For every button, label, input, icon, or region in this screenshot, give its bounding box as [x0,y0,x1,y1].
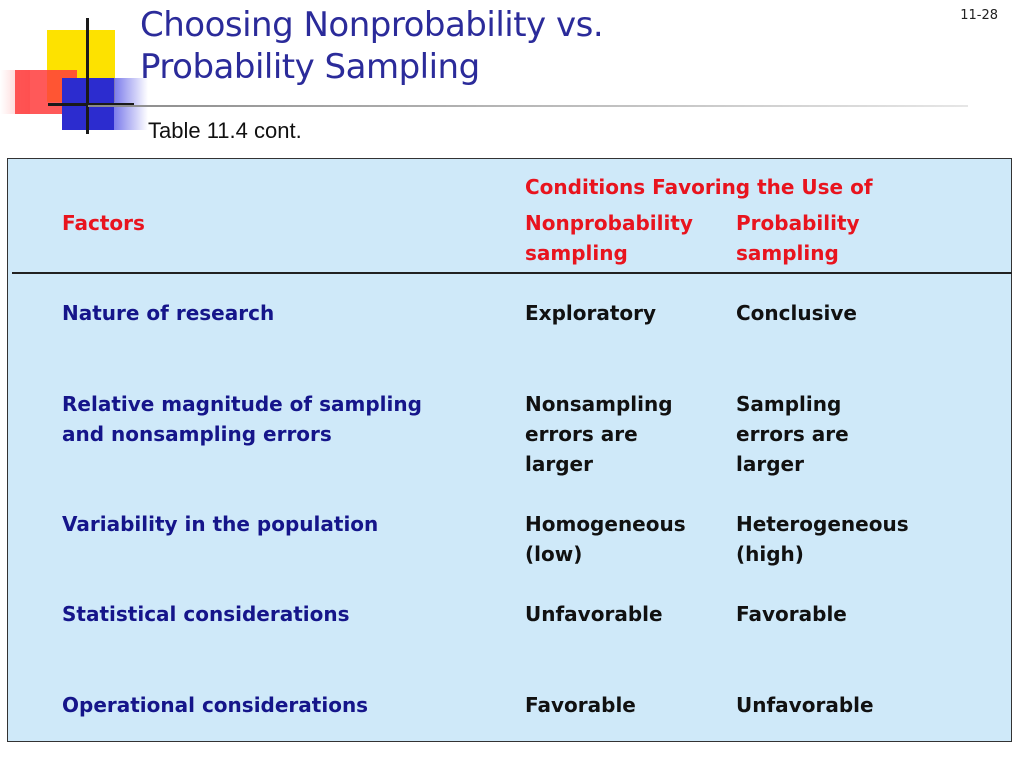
title-line-2: Probability Sampling [140,47,480,87]
header-factors: Factors [62,211,145,235]
row-factor: Statistical considerations [62,602,350,626]
header-divider [12,272,1012,274]
row-factor: Operational considerations [62,693,369,717]
header-nonprobability: Nonprobability sampling [525,211,693,265]
row-probability: Sampling errors are larger [736,392,849,476]
row-probability: Conclusive [736,301,857,325]
row-factor: Variability in the population [62,512,379,536]
row-nonprobability: Exploratory [525,301,657,325]
row-factor: Relative magnitude of sampling and nonsa… [62,392,422,446]
logo-vertical-line [86,18,89,134]
comparison-table: Conditions Favoring the Use of Factors N… [7,158,1012,742]
row-probability: Heterogeneous (high) [736,512,909,566]
row-nonprobability: Homogeneous (low) [525,512,686,566]
header-probability: Probability sampling [736,211,860,265]
title-line-1: Choosing Nonprobability vs. [140,5,604,45]
row-probability: Unfavorable [736,693,874,717]
slide-number: 11-28 [960,8,998,23]
slide-title: Choosing Nonprobability vs. Probability … [140,4,604,88]
row-nonprobability: Unfavorable [525,602,663,626]
header-group-label: Conditions Favoring the Use of [525,175,873,199]
row-nonprobability: Favorable [525,693,636,717]
row-probability: Favorable [736,602,847,626]
row-nonprobability: Nonsampling errors are larger [525,392,673,476]
table-caption: Table 11.4 cont. [148,118,302,143]
logo-decoration [0,0,150,140]
title-underline [88,105,968,107]
logo-horizontal-line [48,103,134,106]
row-factor: Nature of research [62,301,275,325]
